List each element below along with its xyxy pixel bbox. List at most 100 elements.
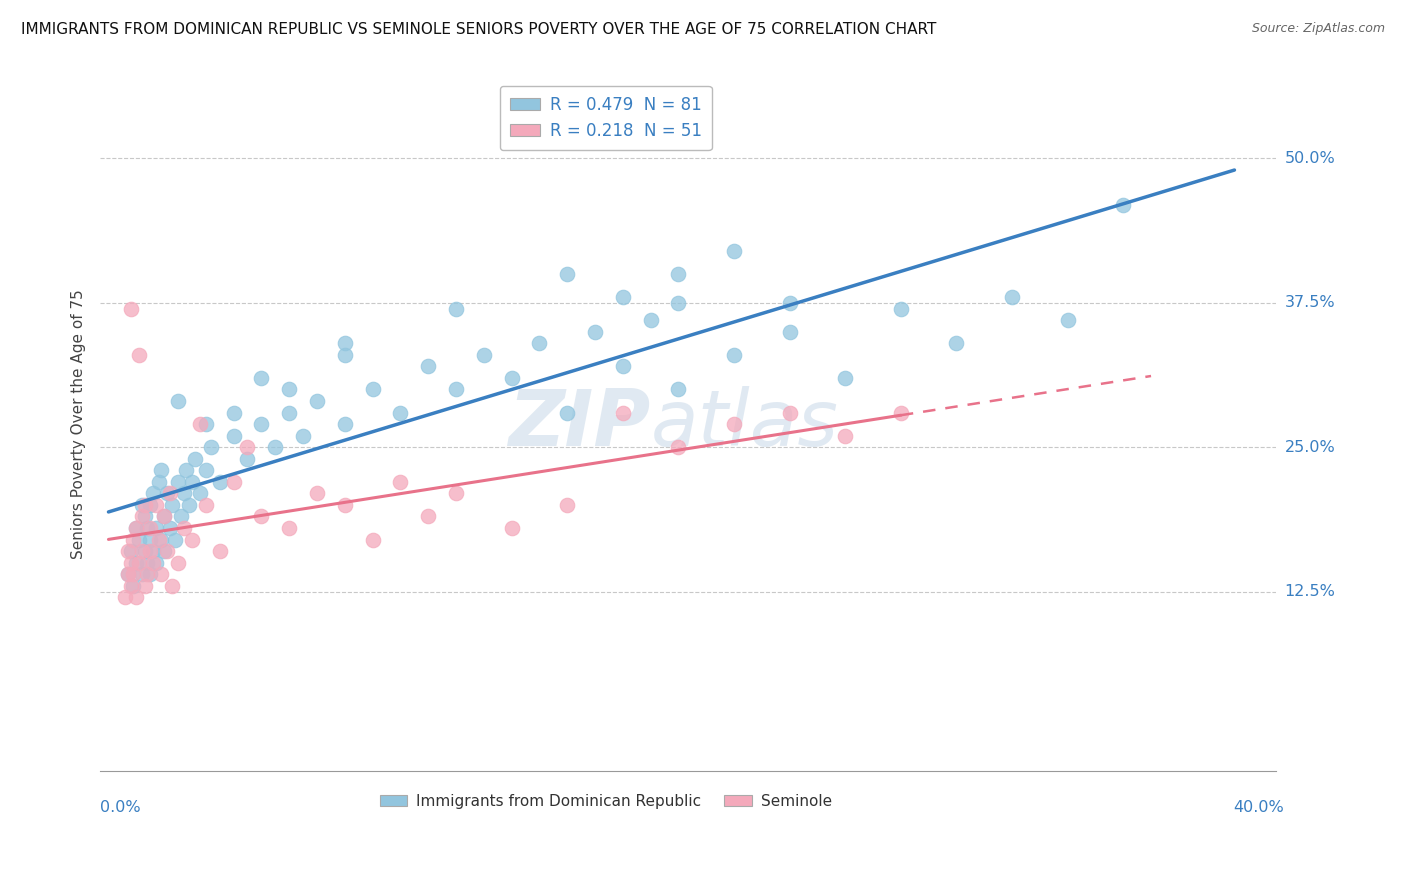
Point (167, 475, 190, 489)
Point (194, 417, 217, 431)
Point (305, 486, 328, 500)
Point (122, 567, 145, 582)
Point (145, 556, 167, 570)
Point (176, 463, 198, 477)
Point (153, 509, 176, 524)
Point (165, 533, 187, 547)
Point (139, 533, 162, 547)
Point (142, 544, 165, 558)
Point (117, 567, 139, 582)
Point (153, 544, 176, 558)
Point (890, 301, 912, 316)
Point (250, 417, 273, 431)
Point (177, 498, 200, 512)
Point (156, 544, 179, 558)
Point (264, 440, 287, 454)
Point (131, 509, 153, 524)
Point (444, 486, 467, 500)
Text: 40.0%: 40.0% (1233, 799, 1285, 814)
Point (612, 405, 634, 419)
Point (117, 567, 139, 582)
Point (501, 371, 523, 385)
Point (162, 579, 184, 593)
Point (333, 348, 356, 362)
Point (501, 521, 523, 535)
Point (723, 348, 745, 362)
Point (333, 498, 356, 512)
Point (278, 521, 301, 535)
Point (389, 405, 412, 419)
Point (156, 486, 179, 500)
Point (125, 521, 148, 535)
Point (139, 521, 162, 535)
Point (134, 579, 156, 593)
Point (125, 591, 148, 605)
Point (128, 556, 150, 570)
Point (1001, 290, 1024, 304)
Point (136, 521, 159, 535)
Point (136, 556, 159, 570)
Point (150, 533, 173, 547)
Point (180, 533, 202, 547)
Point (333, 336, 356, 351)
Point (278, 405, 301, 419)
Point (208, 475, 231, 489)
Point (128, 533, 150, 547)
Point (779, 295, 801, 310)
Text: 50.0%: 50.0% (1285, 151, 1336, 166)
Point (418, 359, 440, 374)
Point (555, 498, 578, 512)
Point (120, 579, 142, 593)
Point (222, 475, 245, 489)
Point (250, 371, 273, 385)
Point (668, 295, 690, 310)
Point (612, 290, 634, 304)
Point (444, 301, 467, 316)
Point (779, 325, 801, 339)
Point (945, 336, 967, 351)
Point (173, 486, 195, 500)
Point (389, 475, 412, 489)
Point (640, 313, 662, 327)
Point (150, 463, 173, 477)
Point (167, 394, 190, 409)
Point (162, 498, 184, 512)
Text: 37.5%: 37.5% (1285, 295, 1336, 310)
Point (361, 383, 384, 397)
Point (134, 498, 156, 512)
Point (125, 521, 148, 535)
Point (583, 325, 606, 339)
Point (114, 591, 136, 605)
Point (139, 544, 162, 558)
Point (200, 440, 222, 454)
Point (555, 405, 578, 419)
Point (153, 509, 176, 524)
Y-axis label: Seniors Poverty Over the Age of 75: Seniors Poverty Over the Age of 75 (72, 289, 86, 559)
Point (444, 383, 467, 397)
Point (117, 544, 139, 558)
Point (170, 509, 193, 524)
Point (194, 463, 217, 477)
Point (131, 567, 153, 582)
Point (723, 417, 745, 431)
Point (472, 348, 495, 362)
Point (292, 428, 315, 442)
Point (612, 359, 634, 374)
Text: Source: ZipAtlas.com: Source: ZipAtlas.com (1251, 22, 1385, 36)
Point (222, 428, 245, 442)
Point (208, 544, 231, 558)
Point (418, 509, 440, 524)
Text: ZIP: ZIP (509, 386, 651, 462)
Legend: Immigrants from Dominican Republic, Seminole: Immigrants from Dominican Republic, Semi… (374, 788, 838, 815)
Point (150, 567, 173, 582)
Point (529, 336, 551, 351)
Point (222, 405, 245, 419)
Point (1056, 313, 1078, 327)
Point (890, 405, 912, 419)
Point (668, 383, 690, 397)
Point (122, 579, 145, 593)
Text: 0.0%: 0.0% (100, 799, 141, 814)
Point (834, 428, 856, 442)
Text: atlas: atlas (651, 386, 838, 462)
Point (136, 567, 159, 582)
